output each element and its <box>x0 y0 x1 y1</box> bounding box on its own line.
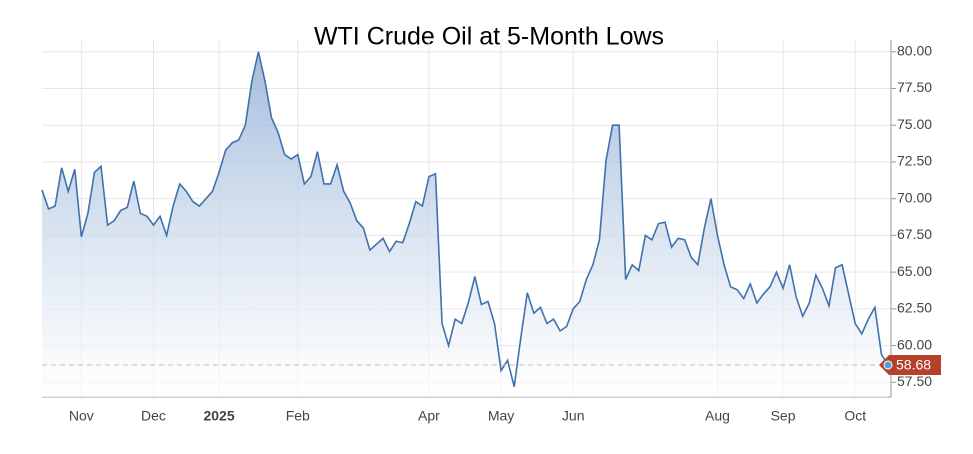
x-tick-label: Sep <box>771 408 796 424</box>
y-tick-label: 77.50 <box>897 79 932 95</box>
area <box>42 51 888 397</box>
y-tick-label: 57.50 <box>897 373 932 389</box>
x-tick-label: Apr <box>418 408 440 424</box>
y-tick-label: 80.00 <box>897 42 932 58</box>
y-tick-label: 70.00 <box>897 189 932 205</box>
y-tick-label: 60.00 <box>897 336 932 352</box>
chart-title: WTI Crude Oil at 5-Month Lows <box>314 23 664 51</box>
y-tick-label: 62.50 <box>897 300 932 316</box>
x-tick-label: Dec <box>141 408 166 424</box>
y-tick-label: 67.50 <box>897 226 932 242</box>
line <box>41 51 889 387</box>
y-tick-label: 75.00 <box>897 116 932 132</box>
last-value-badge <box>879 354 941 375</box>
x-tick-label: Aug <box>705 408 730 424</box>
x-tick-label: May <box>488 408 514 424</box>
last-point <box>883 360 893 370</box>
y-tick-label: 72.50 <box>897 153 932 169</box>
last-value-label: 58.68 <box>896 357 931 373</box>
x-tick-label: 2025 <box>203 408 234 424</box>
x-tick-label: Oct <box>844 408 866 424</box>
y-tick-label: 65.00 <box>897 263 932 279</box>
x-tick-label: Feb <box>286 408 310 424</box>
x-tick-label: Nov <box>69 408 94 424</box>
x-tick-label: Jun <box>562 408 585 424</box>
